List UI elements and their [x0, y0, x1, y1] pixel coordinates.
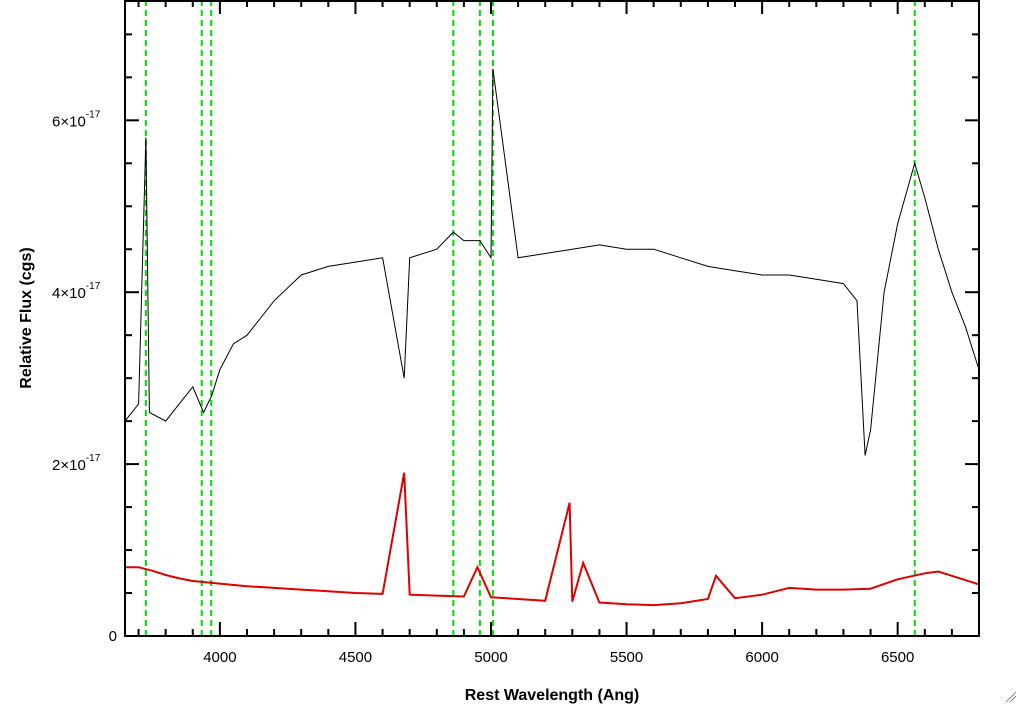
tick-labels: 4000 4500 5000 5500 6000 6500 0 2×10-17 4×10-17 6… [52, 109, 914, 666]
resize-grip-icon[interactable] [1004, 690, 1016, 702]
y-tick-label-3: 6×10-17 [52, 109, 101, 130]
x-tick-label-5: 6500 [881, 649, 914, 666]
series-layer [124, 68, 980, 607]
plot-frame [124, 0, 980, 637]
y-tick-label-1: 2×10-17 [52, 453, 101, 474]
x-tick-label-2: 5000 [474, 649, 507, 666]
y-tick-label-2: 4×10-17 [52, 281, 101, 302]
y-axis-title: Relative Flux (cgs) [18, 247, 35, 388]
x-tick-label-3: 5500 [610, 649, 643, 666]
axis-ticks [125, 0, 980, 637]
emission-line-markers [144, 0, 916, 636]
x-axis-title: Rest Wavelength (Ang) [465, 687, 640, 704]
series-line-1 [125, 472, 980, 607]
y-tick-label-0: 0 [109, 628, 117, 645]
x-tick-label-0: 4000 [203, 649, 236, 666]
x-tick-label-1: 4500 [339, 649, 372, 666]
series-line-0 [124, 68, 980, 456]
x-tick-label-4: 6000 [745, 649, 778, 666]
